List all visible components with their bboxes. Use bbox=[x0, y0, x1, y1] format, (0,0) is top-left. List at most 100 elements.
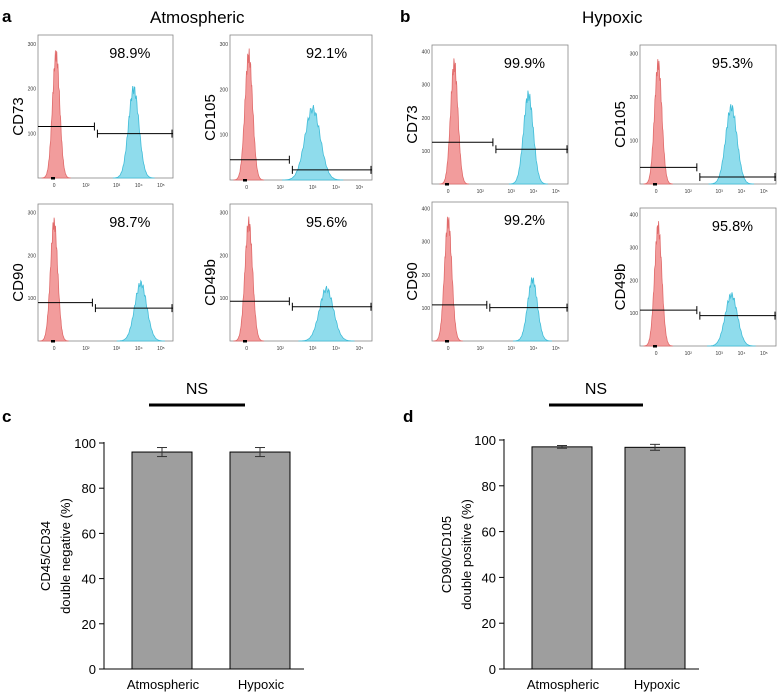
x-tick-label: 10³ bbox=[113, 346, 121, 352]
panel-b-title: Hypoxic bbox=[582, 8, 643, 27]
x-tick-label: 10² bbox=[685, 351, 693, 357]
x-category-label: Hypoxic bbox=[634, 677, 681, 692]
y-tick-label: 200 bbox=[422, 273, 431, 279]
negative-control-peak bbox=[39, 217, 69, 342]
x-tick-label: 0 bbox=[447, 346, 450, 352]
x-tick-label: 10³ bbox=[716, 189, 724, 195]
x-tick-label: 10⁴ bbox=[135, 183, 143, 189]
x-tick-label: 10⁴ bbox=[332, 185, 340, 191]
x-tick-label: 10² bbox=[277, 346, 285, 352]
x-tick-label: 0 bbox=[655, 351, 658, 357]
x-tick-label: 10² bbox=[82, 183, 90, 189]
y-tick-label: 100 bbox=[422, 306, 431, 312]
y-tick-label: 60 bbox=[82, 526, 96, 541]
x-tick-label: 10⁴ bbox=[135, 346, 143, 352]
marker-label: CD90 bbox=[404, 262, 421, 300]
axis-origin-marker bbox=[653, 183, 657, 186]
x-tick-label: 10³ bbox=[508, 189, 516, 195]
marker-label: CD73 bbox=[10, 97, 27, 135]
negative-control-peak bbox=[439, 58, 469, 185]
x-tick-label: 0 bbox=[447, 189, 450, 195]
panel-c-letter: c bbox=[2, 407, 11, 426]
y-tick-label: 300 bbox=[220, 42, 229, 48]
y-tick-label: 300 bbox=[28, 42, 37, 48]
y-tick-label: 0 bbox=[89, 662, 96, 677]
marker-label: CD105 bbox=[612, 101, 629, 148]
x-tick-label: 10⁴ bbox=[530, 346, 538, 352]
x-tick-label: 10² bbox=[477, 346, 485, 352]
negative-control-peak bbox=[41, 50, 71, 179]
positive-marker-peak bbox=[282, 105, 344, 181]
axis-origin-marker bbox=[243, 179, 247, 182]
negative-control-peak bbox=[643, 59, 673, 185]
histogram-cd73: 100 200 300 0 10² 10³ 10⁴ 10⁵ 98.9% CD73 bbox=[10, 34, 174, 189]
marker-label: CD73 bbox=[404, 105, 421, 143]
histogram-cd105: 100 200 300 0 10² 10³ 10⁴ 10⁵ 95.3% CD105 bbox=[612, 44, 777, 195]
y-tick-label: 200 bbox=[220, 253, 229, 259]
significance-label: NS bbox=[186, 381, 208, 398]
y-axis-label-line2: double positive (%) bbox=[459, 499, 474, 610]
marker-label: CD49b bbox=[202, 259, 219, 306]
y-tick-label: 200 bbox=[630, 95, 639, 101]
x-category-label: Atmospheric bbox=[527, 677, 600, 692]
y-tick-label: 80 bbox=[482, 479, 496, 494]
y-tick-label: 400 bbox=[630, 213, 639, 219]
bar-atmospheric bbox=[531, 446, 593, 670]
y-tick-label: 100 bbox=[220, 133, 229, 139]
positive-marker-peak bbox=[513, 277, 552, 342]
axis-origin-marker bbox=[445, 183, 449, 186]
y-tick-label: 20 bbox=[82, 617, 96, 632]
y-axis-label-line2: double negative (%) bbox=[58, 498, 73, 614]
significance-label: NS bbox=[585, 381, 607, 398]
x-tick-label: 0 bbox=[245, 346, 248, 352]
percent-label: 99.9% bbox=[504, 56, 545, 72]
y-tick-label: 100 bbox=[220, 296, 229, 302]
y-axis-label-line1: CD45/CD34 bbox=[38, 521, 53, 591]
histogram-cd105: 100 200 300 0 10² 10³ 10⁴ 10⁵ 92.1% CD105 bbox=[202, 34, 373, 191]
x-tick-label: 10⁵ bbox=[157, 346, 165, 352]
x-tick-label: 10⁵ bbox=[760, 351, 768, 357]
percent-label: 95.8% bbox=[712, 219, 753, 235]
x-tick-label: 10⁴ bbox=[332, 346, 340, 352]
axis-origin-marker bbox=[51, 340, 55, 343]
histogram-cd90: 100 200 300 0 10² 10³ 10⁴ 10⁵ 98.7% CD90 bbox=[10, 203, 174, 352]
x-tick-label: 0 bbox=[53, 346, 56, 352]
y-tick-label: 200 bbox=[630, 278, 639, 284]
x-tick-label: 10⁴ bbox=[530, 189, 538, 195]
histogram-cd49b: 100 200 300 400 0 10² 10³ 10⁴ 10⁵ 95.8% CD49b bbox=[612, 207, 777, 357]
x-tick-label: 0 bbox=[245, 185, 248, 191]
x-tick-label: 10⁵ bbox=[760, 189, 768, 195]
y-tick-label: 40 bbox=[482, 570, 496, 585]
y-tick-label: 300 bbox=[422, 240, 431, 246]
y-tick-label: 400 bbox=[422, 50, 431, 56]
x-tick-label: 10² bbox=[685, 189, 693, 195]
percent-label: 95.6% bbox=[306, 215, 347, 231]
positive-marker-peak bbox=[112, 85, 155, 179]
x-tick-label: 0 bbox=[53, 183, 56, 189]
positive-marker-peak bbox=[508, 90, 548, 185]
panel-a-letter: a bbox=[2, 7, 12, 26]
x-tick-label: 10⁵ bbox=[356, 185, 364, 191]
panel-a-title: Atmospheric bbox=[150, 8, 245, 27]
x-tick-label: 10⁵ bbox=[552, 189, 560, 195]
y-tick-label: 200 bbox=[220, 87, 229, 93]
percent-label: 92.1% bbox=[306, 46, 347, 62]
y-tick-label: 80 bbox=[82, 481, 96, 496]
y-tick-label: 60 bbox=[482, 525, 496, 540]
percent-label: 95.3% bbox=[712, 56, 753, 72]
marker-label: CD90 bbox=[10, 263, 27, 301]
x-tick-label: 10² bbox=[82, 346, 90, 352]
x-tick-label: 10³ bbox=[309, 185, 317, 191]
x-category-label: Atmospheric bbox=[127, 677, 200, 692]
marker-label: CD105 bbox=[202, 94, 219, 141]
positive-marker-peak bbox=[116, 279, 165, 342]
bar-chart-d: 0 20 40 60 80 100 Atmospheric Hypoxic NS CD90/CD1… bbox=[439, 381, 699, 692]
y-tick-label: 300 bbox=[630, 52, 639, 58]
y-tick-label: 100 bbox=[630, 311, 639, 317]
y-tick-label: 100 bbox=[422, 149, 431, 155]
x-tick-label: 10² bbox=[277, 185, 285, 191]
positive-marker-peak bbox=[708, 104, 755, 185]
axis-origin-marker bbox=[243, 340, 247, 343]
